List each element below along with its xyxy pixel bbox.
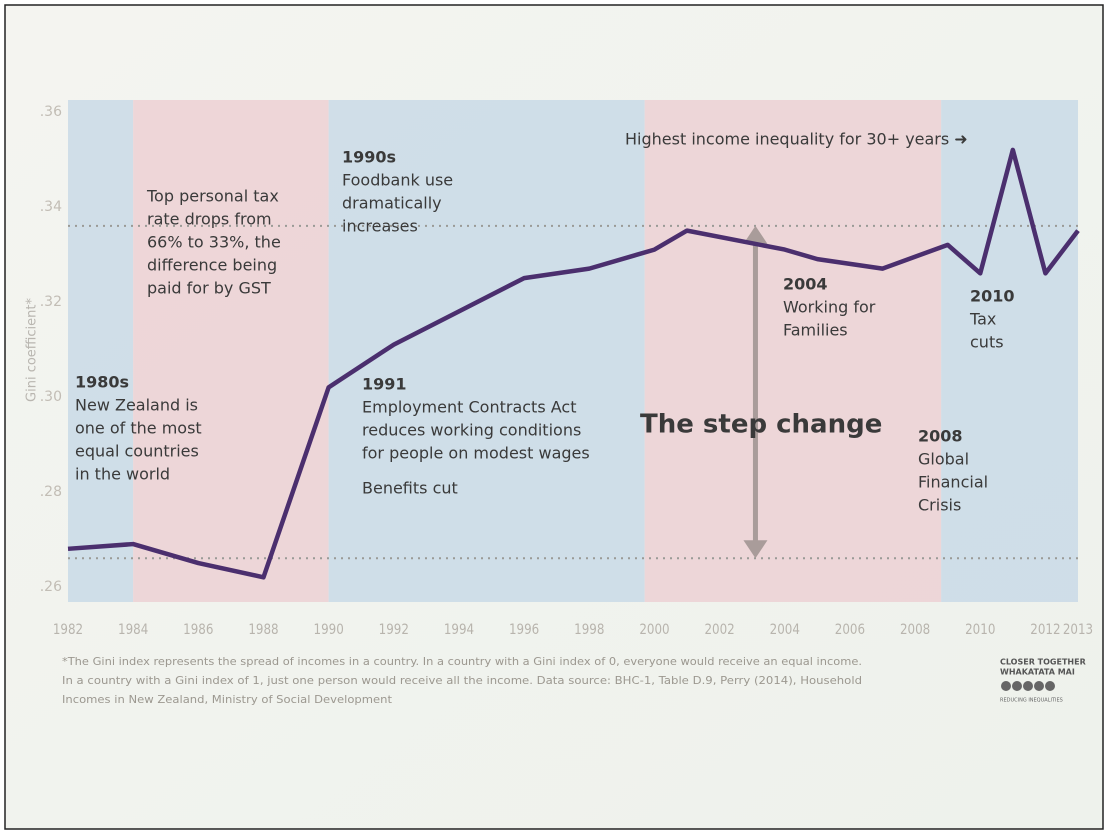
annotation-text: Families [783, 321, 848, 340]
footnote: *The Gini index represents the spread of… [62, 656, 862, 668]
annotation-text: one of the most [75, 419, 202, 438]
annotation-heading: 1990s [342, 148, 396, 167]
x-tick-label: 2008 [900, 622, 930, 638]
annotation-heading: 1980s [75, 373, 129, 392]
period-band [644, 100, 942, 602]
x-tick-label: 1994 [444, 622, 474, 638]
annotation-text: Employment Contracts Act [362, 398, 576, 417]
annotation-heading: 2004 [783, 275, 828, 294]
annotation-text: Top personal tax [146, 187, 279, 206]
annotation-text: Crisis [918, 496, 961, 515]
annotation-text: Global [918, 450, 969, 469]
period-band [941, 100, 1078, 602]
logo-mark [1012, 681, 1022, 691]
period-band [133, 100, 329, 602]
x-tick-label: 1996 [509, 622, 539, 638]
annotation-text: New Zealand is [75, 396, 198, 415]
x-tick-label: 2002 [704, 622, 734, 638]
annotation-text: paid for by GST [147, 279, 271, 298]
annotation-text: reduces working conditions [362, 421, 581, 440]
y-tick-label: .30 [40, 389, 62, 405]
annotation-text: Working for [783, 298, 876, 317]
annotation-text: Tax [969, 310, 996, 329]
annotation-text: 66% to 33%, the [147, 233, 281, 252]
annotation-text: rate drops from [147, 210, 272, 229]
x-tick-label: 2010 [965, 622, 995, 638]
annotation-text: Foodbank use [342, 171, 453, 190]
y-axis-label: Gini coefficient* [25, 298, 40, 402]
x-tick-label: 2006 [835, 622, 865, 638]
gini-line [67, 147, 1080, 580]
footnote: Incomes in New Zealand, Ministry of Soci… [62, 694, 392, 706]
y-tick-label: .36 [40, 104, 62, 120]
logo-text: WHAKATATA MAI [1000, 668, 1075, 677]
logo-mark [1034, 681, 1044, 691]
x-tick-label: 1990 [314, 622, 344, 638]
annotation-text: The step change [640, 410, 882, 440]
x-tick-label: 2013 [1063, 622, 1093, 638]
arrow-head [743, 225, 768, 244]
logo-text: REDUCING INEQUALITIES [1000, 698, 1063, 704]
arrow-head [743, 540, 768, 559]
y-tick-label: .26 [40, 579, 62, 595]
x-tick-label: 2004 [770, 622, 800, 638]
annotation-heading: 1991 [362, 375, 407, 394]
annotation-text: Financial [918, 473, 988, 492]
x-tick-label: 1984 [118, 622, 148, 638]
annotation-text: Benefits cut [362, 479, 458, 498]
annotation-text: difference being [147, 256, 277, 275]
annotation-text: in the world [75, 465, 170, 484]
x-tick-label: 1982 [53, 622, 83, 638]
logo-mark [1045, 681, 1055, 691]
x-tick-label: 2012 [1030, 622, 1060, 638]
y-tick-label: .34 [40, 199, 62, 215]
x-tick-label: 1992 [379, 622, 409, 638]
logo-text: CLOSER TOGETHER [1000, 658, 1086, 667]
footnote: In a country with a Gini index of 1, jus… [62, 675, 862, 687]
annotation-text: equal countries [75, 442, 199, 461]
logo-mark [1001, 681, 1011, 691]
x-tick-label: 1986 [183, 622, 213, 638]
x-tick-label: 1998 [574, 622, 604, 638]
annotation-heading: 2010 [970, 287, 1015, 306]
period-band [68, 100, 134, 602]
x-tick-label: 2000 [639, 622, 669, 638]
y-tick-label: .28 [40, 484, 62, 500]
annotation-text: Highest income inequality for 30+ years … [625, 130, 968, 149]
logo-mark [1023, 681, 1033, 691]
y-tick-label: .32 [40, 294, 62, 310]
annotation-text: cuts [970, 333, 1004, 352]
annotation-text: dramatically [342, 194, 442, 213]
annotation-text: for people on modest wages [362, 444, 590, 463]
annotation-heading: 2008 [918, 427, 963, 446]
annotation-text: increases [342, 217, 418, 236]
x-tick-label: 1988 [248, 622, 278, 638]
